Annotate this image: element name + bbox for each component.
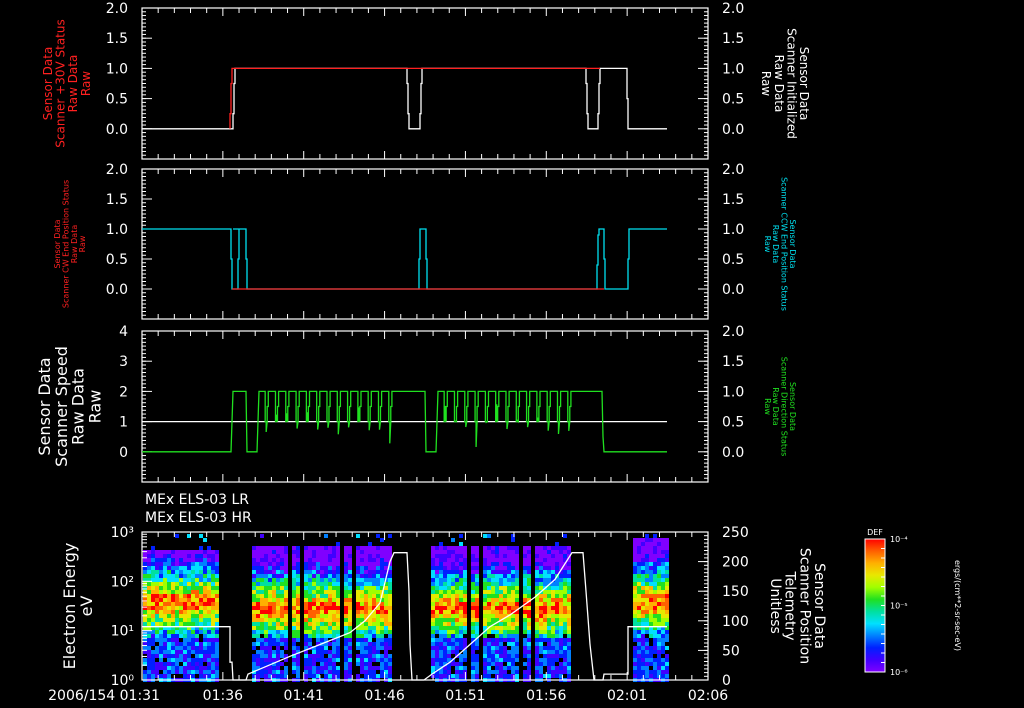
data-trace	[142, 390, 667, 453]
y-tick-label: 10²	[111, 574, 134, 590]
y-tick-label: 0.5	[722, 92, 744, 108]
time-axis: 2006/154 01:31 01:36 01:41 01:46 01:51 01:56 0…	[48, 688, 728, 704]
axis-label: Sensor DataScanner SpeedRaw DataRaw	[35, 346, 104, 467]
y-tick-label: 1.0	[722, 222, 744, 238]
y-tick-label: 10⁰	[111, 673, 135, 689]
data-trace	[142, 67, 667, 130]
y-tick-label: 0.0	[106, 122, 128, 138]
x-tick-label: 02:06	[688, 688, 728, 704]
y-tick-label: 0.0	[722, 122, 744, 138]
axis-label: Sensor DataScanner PositionTelemetryUnit…	[767, 548, 827, 664]
y-tick-label: 3	[119, 354, 128, 370]
y-tick-label: 10¹	[111, 624, 134, 640]
colorbar-tick-label: 10⁻⁵	[890, 602, 908, 611]
y-tick-label: 1.5	[106, 31, 128, 47]
y-tick-label: 1.5	[722, 192, 744, 208]
x-tick-label: 2006/154 01:31	[48, 688, 160, 704]
colorbar-tick-label: 10⁻⁶	[890, 668, 908, 677]
y-tick-label: 0.5	[722, 252, 744, 268]
plot-frame	[141, 168, 709, 320]
axis-label: Sensor DataScanner CW End Position Statu…	[53, 180, 87, 308]
axis-label: Electron EnergyeV	[60, 543, 96, 670]
axis-label: Sensor DataScanner CCW End Position Stat…	[763, 177, 797, 311]
plot-frame	[141, 7, 709, 160]
plot-frame	[141, 531, 709, 681]
y-tick-label: 2.0	[722, 162, 744, 178]
y-tick-label: 0.5	[106, 92, 128, 108]
panel-scanner-end-position: 0.0 0.5 1.0 1.5 2.0 0.0 0.5 1.0 1.5 2.0 Sensor Dat…	[53, 162, 797, 320]
y-tick-label: 0	[119, 445, 128, 461]
y-tick-label: 2.0	[722, 1, 744, 17]
data-trace	[142, 228, 667, 290]
x-tick-label: 01:51	[445, 688, 485, 704]
y-tick-label: 1.0	[722, 384, 744, 400]
colorbar-tick-label: 10⁻⁴	[890, 535, 908, 544]
y-tick-label: 1.0	[106, 61, 128, 77]
y-tick-label: 50	[722, 643, 740, 659]
y-tick-label: 100	[722, 614, 749, 630]
y-tick-label: 0.5	[722, 415, 744, 431]
y-tick-label: 0.5	[106, 252, 128, 268]
y-tick-label: 1.0	[722, 61, 744, 77]
y-tick-label: 2	[119, 384, 128, 400]
y-tick-label: 0	[722, 673, 731, 689]
panel-scanner-30v-initialized: 0.0 0.5 1.0 1.5 2.0 0.0 0.5 1.0 1.5 2.0 Sensor Dat…	[41, 1, 811, 160]
axis-label: Sensor DataScanner +30V StatusRaw DataRa…	[41, 19, 93, 148]
panel-scanner-speed-direction: 0 1 2 3 4 0.0 0.5 1.0 1.5 2.0 Sensor DataScanner S…	[35, 324, 797, 483]
x-tick-label: 01:56	[526, 688, 566, 704]
y-tick-label: 4	[119, 324, 128, 340]
colorbar: DEF 10⁻⁴ 10⁻⁵ 10⁻⁶ ergs/(cm**2-sr-sec-eV)	[864, 528, 962, 677]
y-tick-label: 2.0	[722, 324, 744, 340]
y-tick-label: 150	[722, 584, 749, 600]
y-tick-label: 10³	[111, 525, 134, 541]
y-tick-label: 250	[722, 525, 749, 541]
x-tick-label: 01:46	[364, 688, 404, 704]
colorbar-title: DEF	[867, 528, 883, 537]
y-tick-label: 200	[722, 555, 749, 571]
x-tick-label: 01:41	[284, 688, 324, 704]
axis-label: Sensor DataScanner Direction StatusRaw D…	[763, 357, 797, 456]
y-tick-label: 2.0	[106, 162, 128, 178]
y-tick-label: 1	[119, 415, 128, 431]
y-tick-label: 0.0	[722, 445, 744, 461]
y-tick-label: 0.0	[106, 282, 128, 298]
y-tick-label: 1.0	[106, 222, 128, 238]
y-tick-label: 0.0	[722, 282, 744, 298]
instrument-title: MEx ELS-03 HR	[145, 510, 252, 526]
y-tick-label: 1.5	[106, 192, 128, 208]
y-tick-label: 1.5	[722, 31, 744, 47]
axis-label: Sensor DataScanner InitializedRaw DataRa…	[759, 28, 811, 139]
y-tick-label: 2.0	[106, 1, 128, 17]
x-tick-label: 01:36	[203, 688, 243, 704]
data-trace	[229, 67, 600, 129]
instrument-title: MEx ELS-03 LR	[145, 492, 249, 508]
panel-electron-spectrogram: 10⁰ 10¹ 10² 10³ 0 50 100 150 200 250 MEx ELS-03 LR…	[60, 492, 827, 689]
x-tick-label: 02:01	[607, 688, 647, 704]
colorbar-units: ergs/(cm**2-sr-sec-eV)	[953, 560, 962, 651]
y-tick-label: 1.5	[722, 354, 744, 370]
data-trace	[142, 552, 667, 681]
